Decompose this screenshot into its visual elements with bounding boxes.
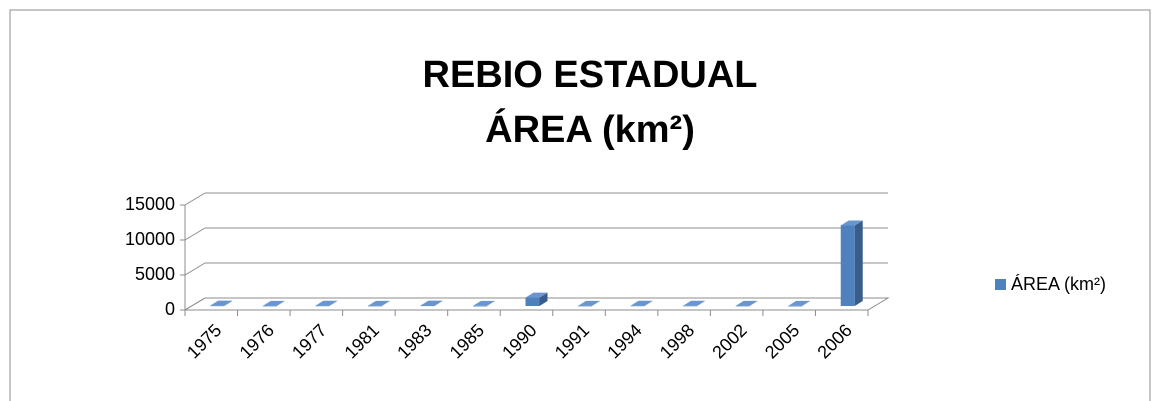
bar [630, 305, 645, 307]
bar-side [276, 300, 285, 306]
chart-title: ÁREA (km²) [485, 107, 695, 151]
bar [683, 305, 698, 307]
y-tick-label: 10000 [125, 229, 175, 249]
bar [578, 305, 593, 307]
bar [420, 305, 435, 307]
x-tick-label: 1983 [393, 320, 435, 362]
x-tick-label: 2005 [761, 320, 803, 362]
chart-border [9, 9, 1151, 401]
y-tick-label: 0 [165, 299, 175, 319]
bar [788, 305, 803, 307]
bar-top [630, 300, 653, 306]
bar [367, 305, 382, 307]
x-tick-label: 1998 [656, 320, 698, 362]
legend-swatch [995, 279, 1006, 290]
bar-side [224, 300, 233, 306]
bar-top [735, 300, 758, 306]
x-tick-label: 1977 [288, 320, 330, 362]
grid-line [184, 192, 206, 206]
y-tick-label: 15000 [125, 194, 175, 214]
legend-label: ÁREA (km²) [1011, 274, 1106, 294]
bar-top [367, 300, 390, 306]
bar-top [578, 300, 601, 306]
bar-side [434, 300, 443, 306]
bar-side [329, 300, 338, 306]
bar-side [592, 300, 601, 306]
y-tick-label: 5000 [135, 264, 175, 284]
bar-side [802, 300, 811, 306]
bar-side [539, 292, 548, 306]
bar-side [381, 300, 390, 306]
bar [840, 225, 855, 306]
bar [262, 305, 277, 307]
x-tick-label: 1981 [341, 320, 383, 362]
x-tick-label: 2006 [813, 320, 855, 362]
bar [735, 305, 750, 307]
bar-side [644, 300, 653, 306]
bar [525, 297, 540, 306]
x-tick-label: 1991 [551, 320, 593, 362]
x-tick-label: 2002 [708, 320, 750, 362]
bar [210, 305, 225, 307]
x-tick-label: 1975 [183, 320, 225, 362]
bar-side [749, 300, 758, 306]
bar-top [420, 300, 443, 306]
bar-side [486, 300, 495, 306]
x-tick-label: 1994 [603, 320, 645, 362]
bar-top [788, 300, 811, 306]
bar-top [262, 300, 285, 306]
x-tick-label: 1985 [446, 320, 488, 362]
bar-top [315, 300, 338, 306]
bar-top [683, 300, 706, 306]
x-tick-label: 1990 [498, 320, 540, 362]
x-tick-label: 1976 [236, 320, 278, 362]
bar-side [854, 220, 863, 306]
grid-line [184, 262, 206, 276]
bar [315, 305, 330, 307]
bar-side [697, 300, 706, 306]
bar-top [210, 300, 233, 306]
bar-top [840, 220, 863, 226]
grid-line [184, 227, 206, 241]
bar-top [472, 300, 495, 306]
bar-top [525, 292, 548, 298]
grid-line [184, 297, 206, 311]
bar [472, 305, 487, 307]
chart-title: REBIO ESTADUAL [423, 54, 758, 96]
